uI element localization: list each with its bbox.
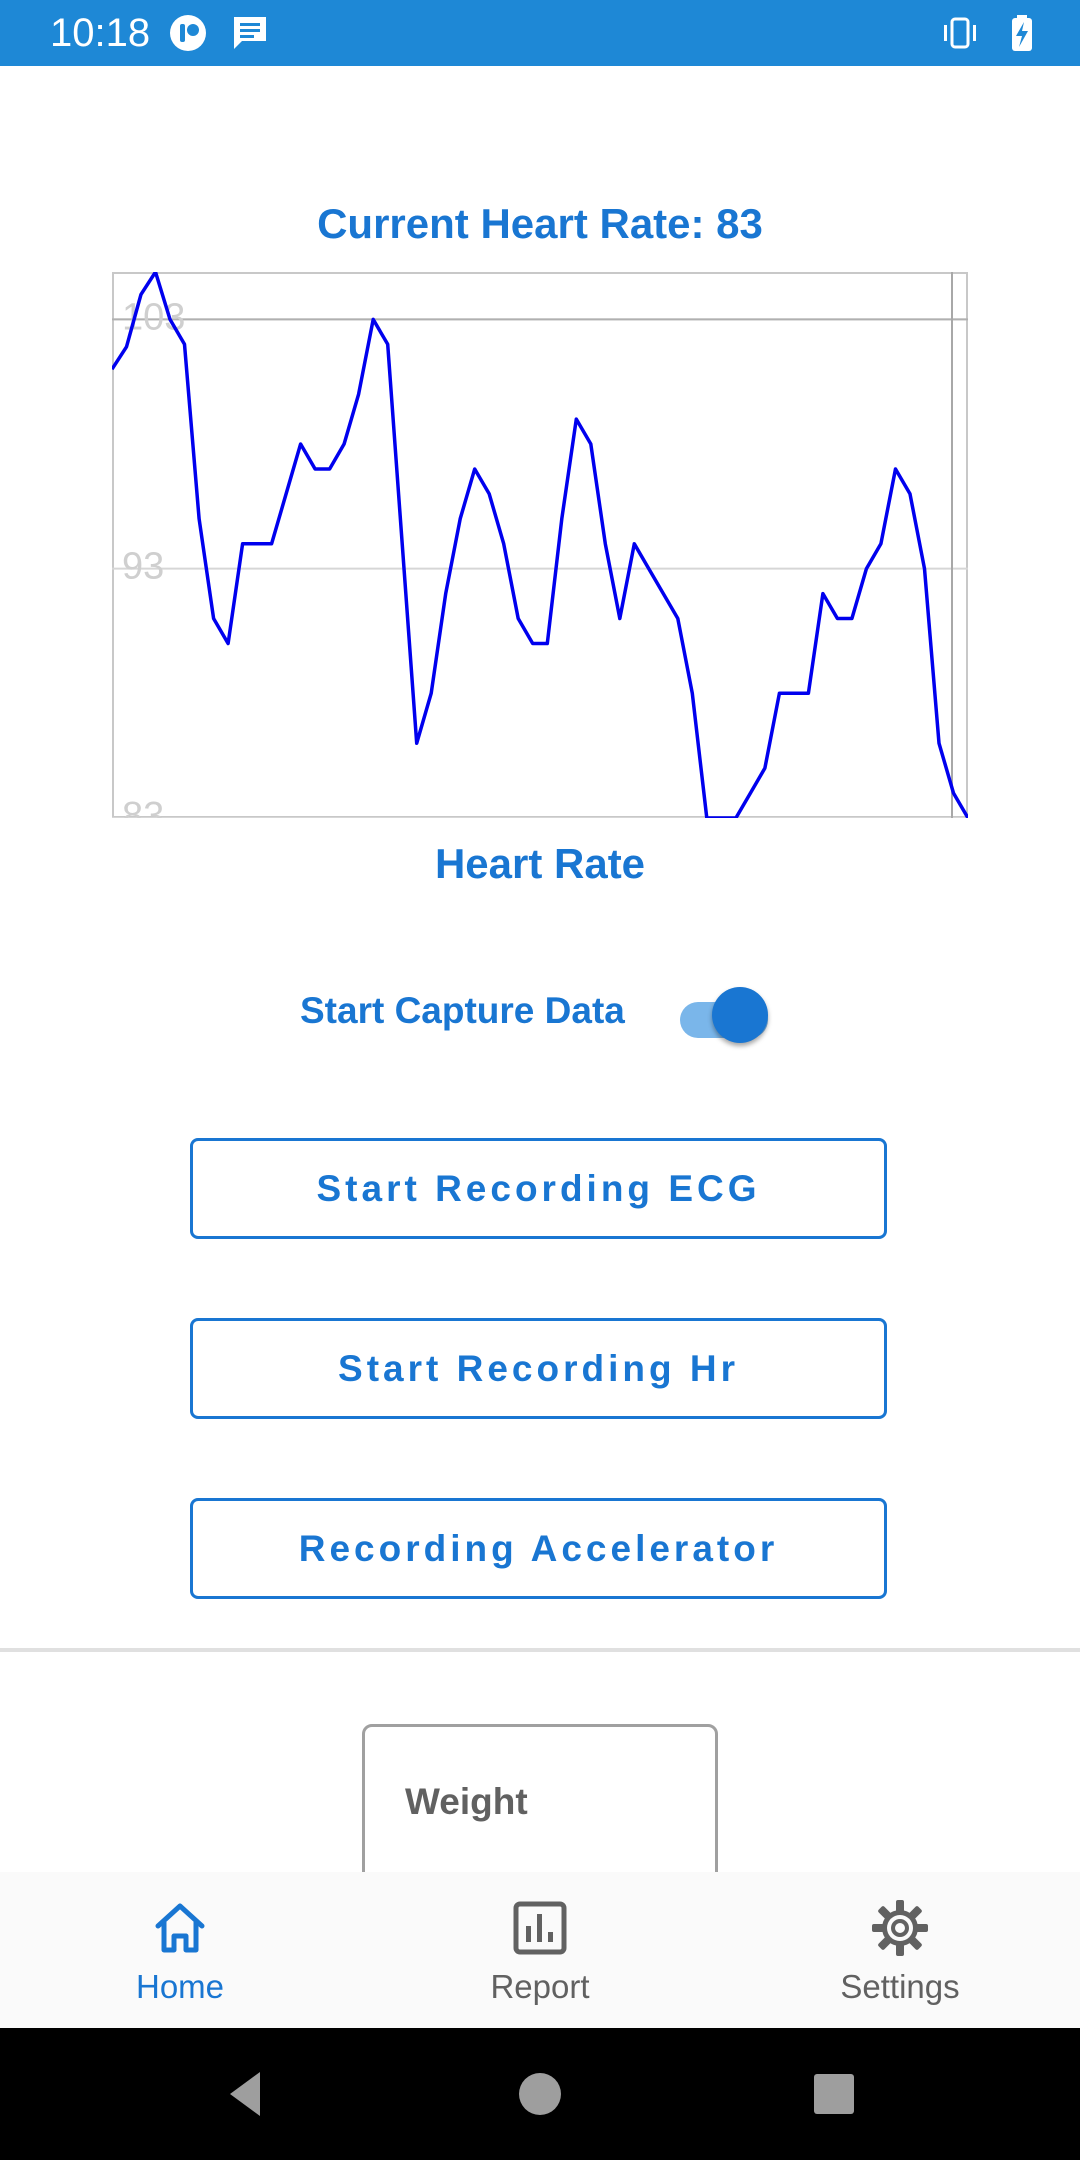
gear-icon [872,1900,928,1956]
switch-thumb [712,987,768,1043]
battery-charging-icon [1012,15,1032,51]
vibrate-icon [944,17,976,49]
report-icon [513,1901,567,1955]
app-notification-icon [170,15,206,51]
start-recording-hr-button[interactable]: Start Recording Hr [190,1318,887,1419]
nav-item-report[interactable]: Report [360,1872,720,2028]
capture-toggle-switch[interactable] [680,986,780,1046]
capture-toggle-label: Start Capture Data [300,990,625,1031]
heart-rate-chart: 103 93 83 [112,272,968,818]
start-recording-ecg-button[interactable]: Start Recording ECG [190,1138,887,1239]
divider [0,1648,1080,1652]
weight-label: Weight [405,1781,528,1822]
chart-ytick-label: 93 [122,546,164,588]
heart-rate-series-line [112,272,968,818]
nav-label-home: Home [135,1968,225,2005]
message-icon [234,17,266,49]
system-navigation-bar [0,2028,1080,2160]
home-circle-icon[interactable] [510,2064,570,2124]
nav-label-report: Report [490,1968,590,2005]
nav-label-settings: Settings [840,1968,960,2005]
recents-icon[interactable] [804,2064,864,2124]
back-icon[interactable] [216,2064,276,2124]
recording-accelerator-button[interactable]: Recording Accelerator [190,1498,887,1599]
status-time: 10:18 [50,11,151,55]
weight-field[interactable]: Weight [362,1724,718,1884]
status-bar: 10:18 [0,0,1080,66]
chart-ytick-label: 83 [122,795,164,818]
home-icon [155,1903,205,1953]
current-heart-rate: Current Heart Rate: 83 [317,200,763,247]
nav-item-home[interactable]: Home [0,1872,360,2028]
chart-caption: Heart Rate [434,840,646,887]
bottom-navigation: Home Report Settings [0,1872,1080,2028]
nav-item-settings[interactable]: Settings [720,1872,1080,2028]
